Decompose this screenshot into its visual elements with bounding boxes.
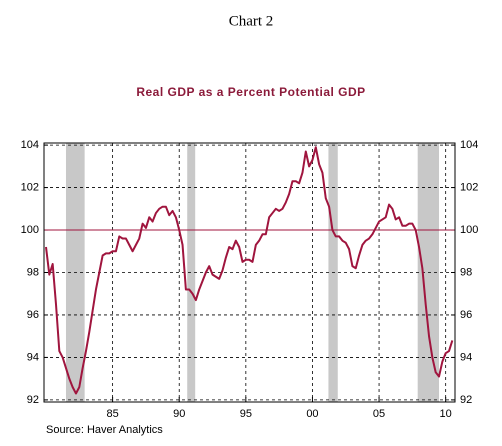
- plot-frame: [43, 142, 456, 403]
- data-line: [45, 146, 454, 395]
- y-tick-label: 100: [21, 224, 39, 236]
- y-tick-label: 104: [21, 139, 39, 151]
- y2-tick-label: 96: [460, 309, 472, 321]
- x-tick-label: 05: [373, 408, 385, 420]
- x-tick-label: 90: [173, 408, 185, 420]
- chart-subtitle: Real GDP as a Percent Potential GDP: [136, 85, 365, 99]
- y2-tick-label: 92: [460, 394, 472, 406]
- recession-band: [187, 143, 196, 402]
- y-tick-label: 92: [27, 394, 39, 406]
- y-tick-label: 98: [27, 266, 39, 278]
- chart-title: Chart 2: [229, 13, 274, 29]
- x-tick-label: 10: [440, 408, 452, 420]
- y-tick-label: 94: [27, 351, 39, 363]
- y2-tick-label: 102: [460, 181, 478, 193]
- y-tick-label: 102: [21, 181, 39, 193]
- x-tick-label: 95: [240, 408, 252, 420]
- x-tick-label: 00: [306, 408, 318, 420]
- x-tick-label: 85: [106, 408, 118, 420]
- source-note: Source: Haver Analytics: [46, 424, 163, 436]
- y-tick-label: 96: [27, 309, 39, 321]
- y2-tick-label: 100: [460, 224, 478, 236]
- y2-tick-label: 94: [460, 351, 472, 363]
- y2-tick-label: 104: [460, 139, 478, 151]
- y2-tick-label: 98: [460, 266, 472, 278]
